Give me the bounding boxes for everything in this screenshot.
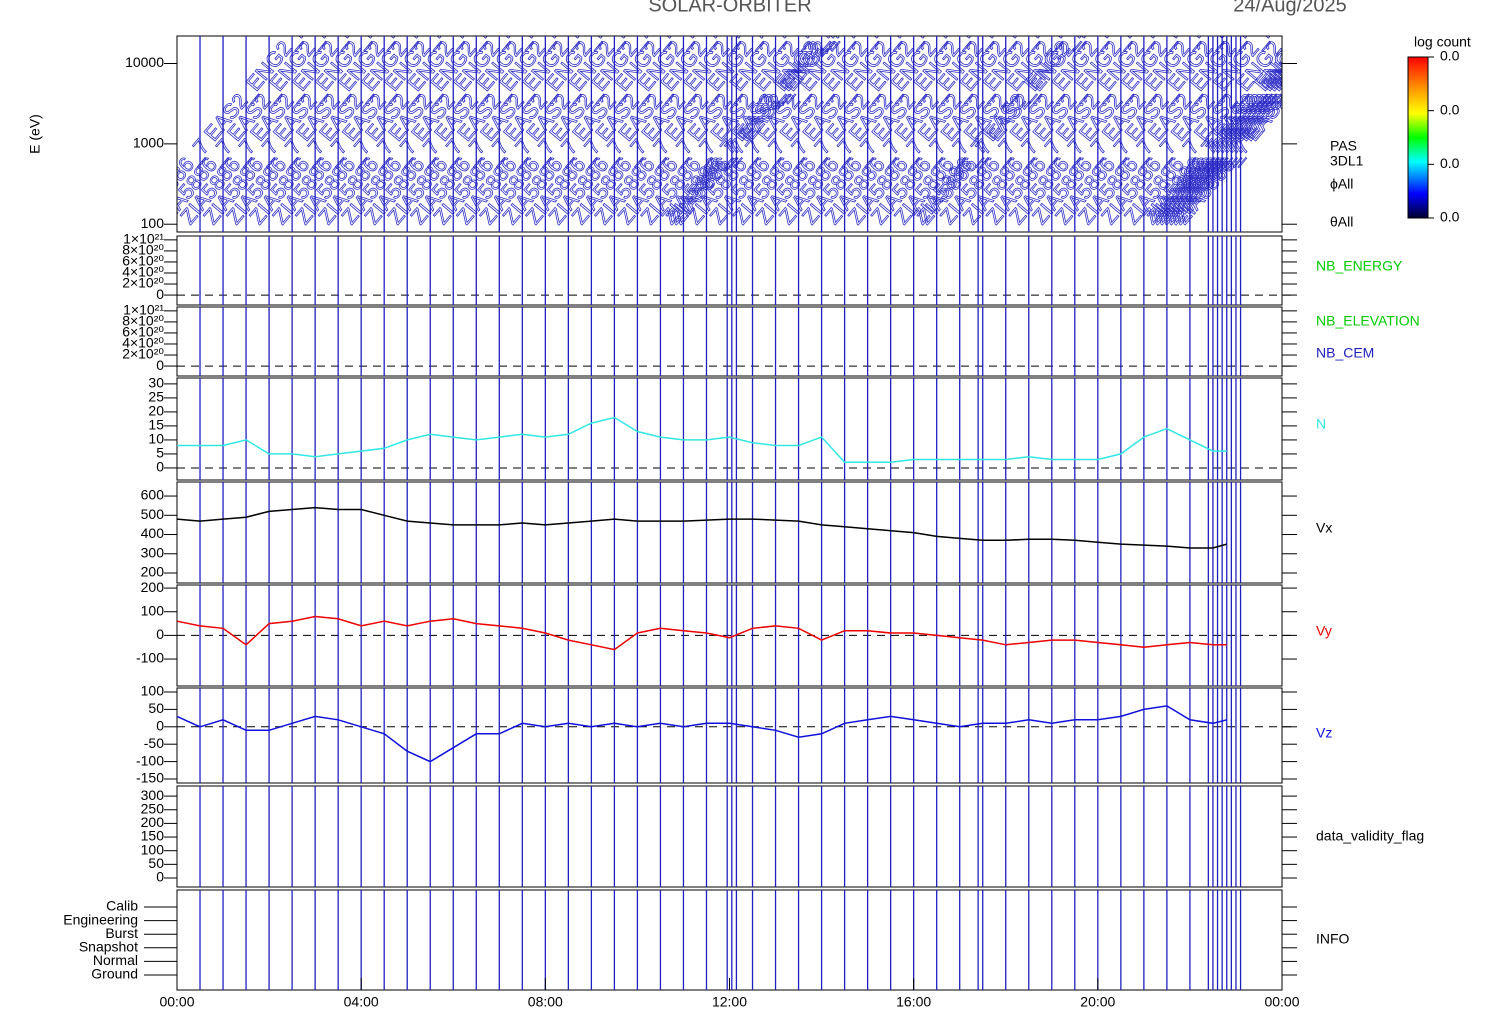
y-tick-label: 300 [141,544,165,560]
y-tick-label: 4×10²⁰ [122,335,164,351]
side-label: N [1316,416,1326,432]
y-tick-label: -150 [136,770,164,786]
panel-frame [176,235,1283,306]
y-tick-label: 20 [148,403,164,419]
y-tick-label: 500 [141,506,165,522]
x-tick-label: 20:00 [1080,994,1115,1010]
y-tick-label: 15 [148,417,164,433]
y-tick-label: -100 [136,752,164,768]
category-label: Burst [105,925,138,941]
y-tick-label: 0 [156,869,164,885]
colorbar-label: 0.0 [1440,101,1460,117]
panel-frame [176,785,1283,888]
side-label: ϕAll [1330,176,1353,192]
y-tick-label: 8×10²⁰ [122,242,164,258]
panel-frame [176,687,1283,784]
y-tick-label: 10 [148,431,164,447]
panel-frame [176,377,1283,481]
colorbar-label: 0.0 [1440,155,1460,171]
series-line [176,506,1228,549]
x-tick-label: 00:00 [159,994,194,1010]
y-tick-label: 25 [148,389,164,405]
category-label: Calib [106,898,138,914]
side-label: Vx [1316,520,1332,536]
y-tick-label: 200 [141,564,165,580]
y-tick-label: 0 [156,626,164,642]
y-tick-label: -50 [144,735,164,751]
side-label: data_validity_flag [1316,828,1424,844]
y-tick-label: 250 [141,800,165,816]
series-line [176,615,1227,651]
x-tick-label: 04:00 [344,994,379,1010]
x-tick-label: 08:00 [528,994,563,1010]
y-tick-label: 50 [148,700,164,716]
series-line [177,416,1227,464]
y-tick-label: 2×10²⁰ [122,275,164,291]
y-tick-label: 400 [141,525,165,541]
y-tick-label: 200 [141,579,165,595]
panel-frame [176,889,1283,991]
y-tick-label: 300 [141,787,165,803]
y-tick-label: 100 [141,841,165,857]
y-tick-label: 200 [141,814,165,830]
category-label: Snapshot [79,939,138,955]
y-tick-label: 0 [156,286,164,302]
y-tick-label: 1×10²¹ [123,231,164,247]
y-tick-label: -100 [136,650,164,666]
side-label: Vz [1316,725,1332,741]
y-tick-label: 2×10²⁰ [122,346,164,362]
y-tick-label: 100 [141,602,165,618]
side-label: NB_ENERGY [1316,258,1403,274]
side-label: θAll [1330,214,1353,230]
y-tick-label: 1000 [133,135,164,151]
panel-frame [176,306,1283,377]
y-tick-label: 6×10²⁰ [122,253,164,269]
y-tick-label: 0 [156,459,164,475]
colorbar-label: 0.0 [1440,48,1460,64]
side-label: 3DL1 [1330,153,1364,169]
colorbar [1407,56,1429,219]
y-tick-label: 5 [156,445,164,461]
colorbar-title: log count [1414,34,1471,50]
y-tick-label: 600 [141,487,165,503]
series-line [176,705,1227,763]
category-label: Engineering [63,911,138,927]
colorbar-label: 0.0 [1440,209,1460,225]
y-tick-label: 10000 [125,54,164,70]
category-label: Normal [93,952,138,968]
y-axis-label: E (eV) [27,114,43,154]
y-tick-label: 100 [141,683,165,699]
y-tick-label: 8×10²⁰ [122,313,164,329]
side-label: Vy [1316,623,1332,639]
y-tick-label: 30 [148,375,164,391]
x-tick-label: 12:00 [712,994,747,1010]
y-tick-label: 4×10²⁰ [122,264,164,280]
y-tick-label: 150 [141,828,165,844]
side-label: NB_ELEVATION [1316,313,1420,329]
y-tick-label: 1×10²¹ [123,302,164,318]
side-label: NB_CEM [1316,345,1374,361]
y-tick-label: 0 [156,718,164,734]
panel-frame [176,481,1283,584]
side-label: INFO [1316,931,1350,947]
y-tick-label: 50 [148,855,164,871]
panel-frame [176,35,1283,233]
side-label: PAS [1330,138,1357,154]
x-tick-label: 00:00 [1264,994,1299,1010]
category-label: Ground [91,966,138,982]
x-tick-label: 16:00 [896,994,931,1010]
y-tick-label: 0 [156,357,164,373]
y-tick-label: 100 [141,215,165,231]
y-tick-label: 6×10²⁰ [122,324,164,340]
date: 24/Aug/2025 [1233,0,1346,16]
title: SOLAR-ORBITER [648,0,811,16]
